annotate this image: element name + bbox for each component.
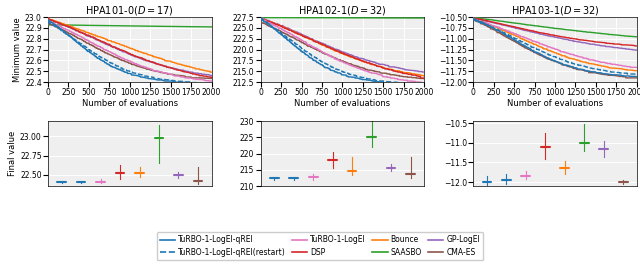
X-axis label: Number of evaluations: Number of evaluations bbox=[507, 99, 603, 108]
X-axis label: Number of evaluations: Number of evaluations bbox=[294, 99, 390, 108]
Title: HPA101-0($D = 17$): HPA101-0($D = 17$) bbox=[85, 4, 174, 17]
Title: HPA102-1($D = 32$): HPA102-1($D = 32$) bbox=[298, 4, 387, 17]
X-axis label: Number of evaluations: Number of evaluations bbox=[82, 99, 178, 108]
Y-axis label: Minimum value: Minimum value bbox=[13, 17, 22, 82]
Legend: TuRBO-1-LogEI-qREI, TuRBO-1-LogEI-qREI(restart), TuRBO-1-LogEI, DSP, Bounce, SAA: TuRBO-1-LogEI-qREI, TuRBO-1-LogEI-qREI(r… bbox=[157, 232, 483, 260]
Y-axis label: Final value: Final value bbox=[8, 131, 17, 176]
Title: HPA103-1($D = 32$): HPA103-1($D = 32$) bbox=[511, 4, 600, 17]
